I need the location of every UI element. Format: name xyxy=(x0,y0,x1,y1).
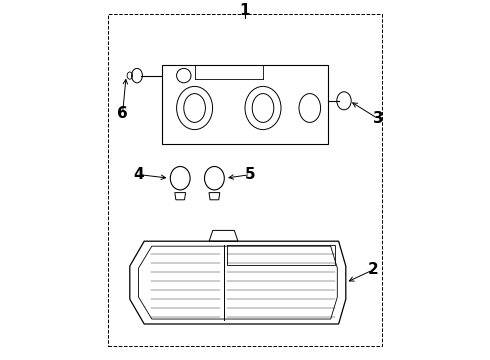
Text: 6: 6 xyxy=(117,106,128,121)
Text: 1: 1 xyxy=(240,3,250,18)
Text: 2: 2 xyxy=(368,262,378,278)
Text: 3: 3 xyxy=(373,111,384,126)
Text: 4: 4 xyxy=(133,167,144,182)
Text: 5: 5 xyxy=(245,167,256,182)
